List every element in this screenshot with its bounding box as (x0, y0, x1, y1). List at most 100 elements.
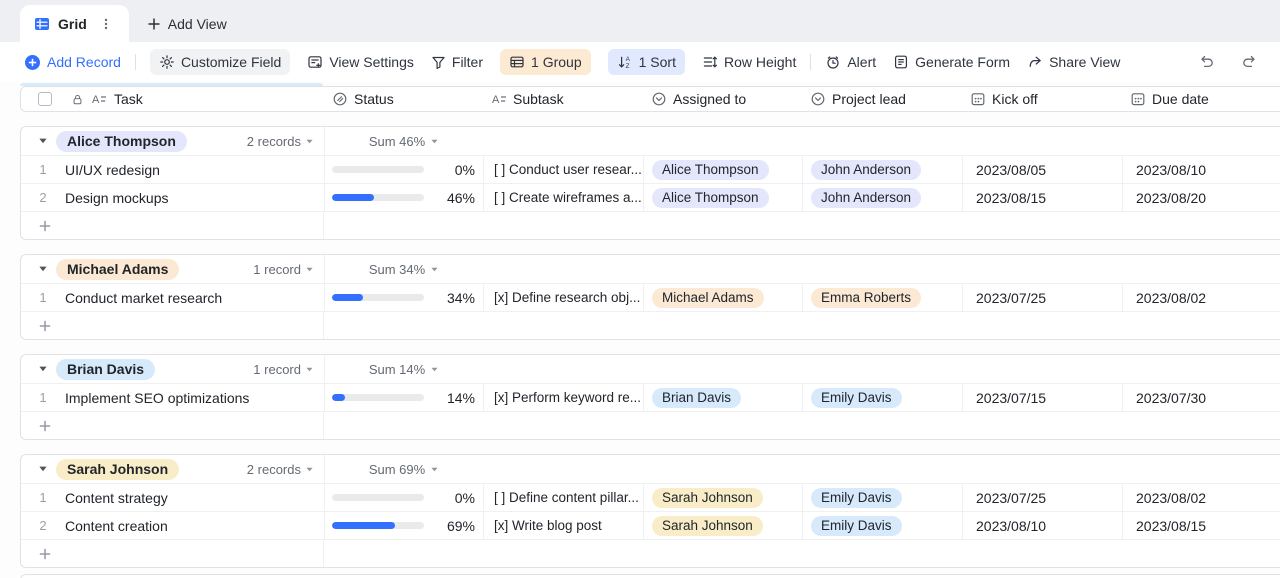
project-lead-cell[interactable]: Emily Davis (802, 384, 962, 411)
group-records-count[interactable]: 1 record (253, 362, 314, 377)
group-header-row: Brian Davis 1 record Sum 14% (21, 355, 1280, 383)
row-number[interactable]: 2 (39, 190, 47, 205)
due-date: 2023/08/02 (1136, 489, 1207, 506)
due-date-cell[interactable]: 2023/08/02 (1122, 284, 1280, 311)
due-date-cell[interactable]: 2023/08/20 (1122, 184, 1280, 211)
kick-off-cell[interactable]: 2023/07/15 (962, 384, 1122, 411)
subtask-cell[interactable]: [x] Define research obj... (483, 284, 643, 311)
kick-off-cell[interactable]: 2023/07/25 (962, 484, 1122, 511)
task-cell[interactable]: 2 Design mockups (21, 184, 324, 211)
project-lead-cell[interactable]: John Anderson (802, 156, 962, 183)
project-lead-cell[interactable]: Emily Davis (802, 512, 962, 539)
collapse-caret-icon[interactable] (38, 364, 48, 374)
group-header-task-cell[interactable]: Alice Thompson 2 records (21, 127, 324, 155)
add-record-button[interactable]: Add Record (24, 54, 121, 71)
subtask-cell[interactable]: [x] Perform keyword re... (483, 384, 643, 411)
status-cell[interactable]: 14% (324, 384, 483, 411)
add-view-button[interactable]: Add View (129, 5, 245, 42)
task-cell[interactable]: 1 Conduct market research (21, 284, 324, 311)
alert-button[interactable]: Alert (825, 54, 876, 70)
subtask-cell[interactable]: [x] Write blog post (483, 512, 643, 539)
due-date-cell[interactable]: 2023/08/10 (1122, 156, 1280, 183)
task-cell[interactable]: 1 UI/UX redesign (21, 156, 324, 183)
row-number[interactable]: 1 (39, 290, 47, 305)
group-header-task-cell[interactable]: Michael Adams 1 record (21, 255, 324, 283)
column-header-project-lead[interactable]: Project lead (802, 87, 962, 111)
collapse-caret-icon[interactable] (38, 464, 48, 474)
assigned-to-cell[interactable]: Sarah Johnson (643, 512, 802, 539)
group-button[interactable]: 1 Group (500, 49, 591, 75)
add-record-row-left[interactable] (21, 412, 324, 439)
customize-field-button[interactable]: Customize Field (149, 49, 291, 75)
status-cell[interactable]: 34% (324, 284, 483, 311)
status-cell[interactable]: 0% (324, 484, 483, 511)
share-view-button[interactable]: Share View (1027, 54, 1120, 70)
collapse-caret-icon[interactable] (38, 136, 48, 146)
column-header-subtask[interactable]: A Subtask (483, 87, 643, 111)
subtask-cell[interactable]: [ ] Define content pillar... (483, 484, 643, 511)
row-number[interactable]: 1 (39, 162, 47, 177)
add-record-row[interactable] (21, 539, 1280, 567)
group-sum[interactable]: Sum 46% (324, 127, 483, 155)
column-header-due-date[interactable]: Due date (1122, 87, 1280, 111)
subtask-cell[interactable]: [ ] Conduct user resear... (483, 156, 643, 183)
assigned-to-cell[interactable]: Brian Davis (643, 384, 802, 411)
redo-button[interactable] (1238, 51, 1260, 73)
select-all-checkbox[interactable] (38, 92, 52, 106)
kick-off-cell[interactable]: 2023/08/10 (962, 512, 1122, 539)
row-height-button[interactable]: Row Height (702, 54, 796, 70)
row-number[interactable]: 2 (39, 518, 47, 533)
add-record-row[interactable] (21, 411, 1280, 439)
add-record-row-left[interactable] (21, 212, 324, 239)
kick-off-cell[interactable]: 2023/08/15 (962, 184, 1122, 211)
undo-button[interactable] (1196, 51, 1218, 73)
project-lead-pill: Emily Davis (811, 515, 902, 536)
generate-form-button[interactable]: Generate Form (893, 54, 1010, 70)
due-date-cell[interactable]: 2023/08/15 (1122, 512, 1280, 539)
due-date-cell[interactable]: 2023/08/02 (1122, 484, 1280, 511)
row-number[interactable]: 1 (39, 490, 47, 505)
project-lead-cell[interactable]: John Anderson (802, 184, 962, 211)
status-cell[interactable]: 0% (324, 156, 483, 183)
view-settings-button[interactable]: View Settings (307, 54, 414, 70)
group-records-count[interactable]: 1 record (253, 262, 314, 277)
add-record-row-left[interactable] (21, 540, 324, 567)
column-header-kick-off[interactable]: Kick off (962, 87, 1122, 111)
column-header-assigned-to[interactable]: Assigned to (643, 87, 802, 111)
group-header-task-cell[interactable]: Brian Davis 1 record (21, 355, 324, 383)
project-lead-cell[interactable]: Emma Roberts (802, 284, 962, 311)
due-date-cell[interactable]: 2023/07/30 (1122, 384, 1280, 411)
assigned-to-cell[interactable]: Michael Adams (643, 284, 802, 311)
task-cell[interactable]: 2 Content creation (21, 512, 324, 539)
collapse-caret-icon[interactable] (38, 264, 48, 274)
add-record-row-left[interactable] (21, 312, 324, 339)
group-header-task-cell[interactable]: Sarah Johnson 2 records (21, 455, 324, 483)
add-record-row[interactable] (21, 311, 1280, 339)
group-sum[interactable]: Sum 69% (324, 455, 483, 483)
assigned-to-cell[interactable]: Alice Thompson (643, 184, 802, 211)
task-cell[interactable]: 1 Implement SEO optimizations (21, 384, 324, 411)
kick-off-cell[interactable]: 2023/08/05 (962, 156, 1122, 183)
caret-down-icon (306, 139, 313, 143)
add-record-row[interactable] (21, 211, 1280, 239)
tab-menu-kebab-icon[interactable] (95, 15, 117, 33)
row-number[interactable]: 1 (39, 390, 47, 405)
kick-off-cell[interactable]: 2023/07/25 (962, 284, 1122, 311)
group-records-count[interactable]: 2 records (247, 462, 314, 477)
subtask-cell[interactable]: [ ] Create wireframes a... (483, 184, 643, 211)
group-sum[interactable]: Sum 14% (324, 355, 483, 383)
column-header-status[interactable]: Status (324, 87, 483, 111)
column-header-task[interactable]: A Task (21, 87, 324, 111)
task-cell[interactable]: 1 Content strategy (21, 484, 324, 511)
filter-button[interactable]: Filter (431, 54, 483, 70)
tab-grid[interactable]: Grid (20, 5, 129, 42)
status-cell[interactable]: 46% (324, 184, 483, 211)
assigned-to-cell[interactable]: Alice Thompson (643, 156, 802, 183)
group-sum[interactable]: Sum 34% (324, 255, 483, 283)
status-cell[interactable]: 69% (324, 512, 483, 539)
project-lead-cell[interactable]: Emily Davis (802, 484, 962, 511)
assigned-to-cell[interactable]: Sarah Johnson (643, 484, 802, 511)
group-records-count[interactable]: 2 records (247, 134, 314, 149)
